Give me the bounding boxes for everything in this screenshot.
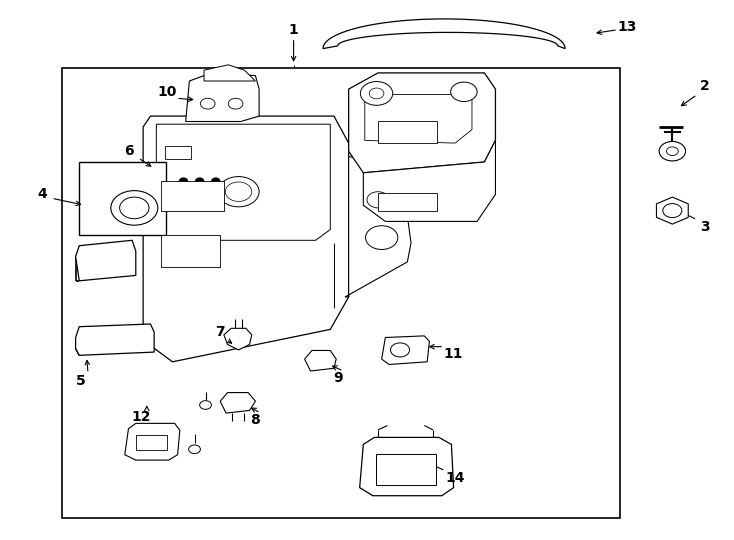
Circle shape	[218, 177, 259, 207]
Circle shape	[211, 188, 220, 195]
Polygon shape	[360, 437, 454, 496]
Polygon shape	[323, 19, 565, 49]
Circle shape	[367, 192, 389, 208]
Circle shape	[225, 182, 252, 201]
Bar	[136, 435, 167, 450]
Text: 12: 12	[132, 410, 151, 424]
Text: 8: 8	[250, 413, 261, 427]
Text: 13: 13	[618, 20, 637, 34]
Bar	[378, 193, 437, 211]
Bar	[161, 235, 220, 267]
Circle shape	[195, 188, 204, 195]
Circle shape	[360, 82, 393, 105]
Text: 11: 11	[444, 347, 463, 361]
Circle shape	[451, 82, 477, 102]
Circle shape	[189, 445, 200, 454]
Circle shape	[200, 98, 215, 109]
Circle shape	[666, 147, 678, 156]
Circle shape	[228, 98, 243, 109]
Text: 3: 3	[700, 220, 710, 234]
Polygon shape	[186, 73, 259, 122]
Text: 6: 6	[123, 144, 134, 158]
Bar	[376, 454, 436, 485]
Bar	[161, 181, 224, 211]
Bar	[79, 162, 166, 235]
Circle shape	[195, 178, 204, 184]
Polygon shape	[76, 240, 136, 281]
Polygon shape	[125, 423, 180, 460]
Circle shape	[390, 343, 410, 357]
Circle shape	[111, 191, 158, 225]
Circle shape	[211, 178, 220, 184]
Circle shape	[179, 188, 188, 195]
Polygon shape	[363, 140, 495, 221]
Polygon shape	[305, 350, 336, 371]
Text: 2: 2	[700, 79, 710, 93]
Text: 5: 5	[76, 374, 86, 388]
Text: 7: 7	[215, 325, 225, 339]
Polygon shape	[143, 116, 349, 362]
Circle shape	[200, 401, 211, 409]
Text: 10: 10	[158, 85, 177, 99]
Polygon shape	[349, 73, 495, 173]
Polygon shape	[224, 328, 252, 350]
Polygon shape	[345, 157, 411, 297]
Polygon shape	[220, 393, 255, 413]
Text: 14: 14	[446, 471, 465, 485]
Circle shape	[366, 226, 398, 249]
Text: 4: 4	[37, 187, 48, 201]
Text: 1: 1	[288, 23, 299, 37]
Polygon shape	[365, 94, 472, 143]
Bar	[62, 68, 620, 518]
Polygon shape	[76, 324, 154, 355]
Circle shape	[659, 141, 686, 161]
Polygon shape	[656, 197, 688, 224]
Circle shape	[369, 88, 384, 99]
Bar	[165, 146, 191, 159]
Bar	[378, 122, 437, 143]
Circle shape	[120, 197, 149, 219]
Polygon shape	[204, 65, 255, 81]
Circle shape	[663, 204, 682, 218]
Polygon shape	[156, 124, 330, 240]
Text: 9: 9	[333, 371, 343, 385]
Polygon shape	[382, 336, 429, 364]
Circle shape	[179, 178, 188, 184]
